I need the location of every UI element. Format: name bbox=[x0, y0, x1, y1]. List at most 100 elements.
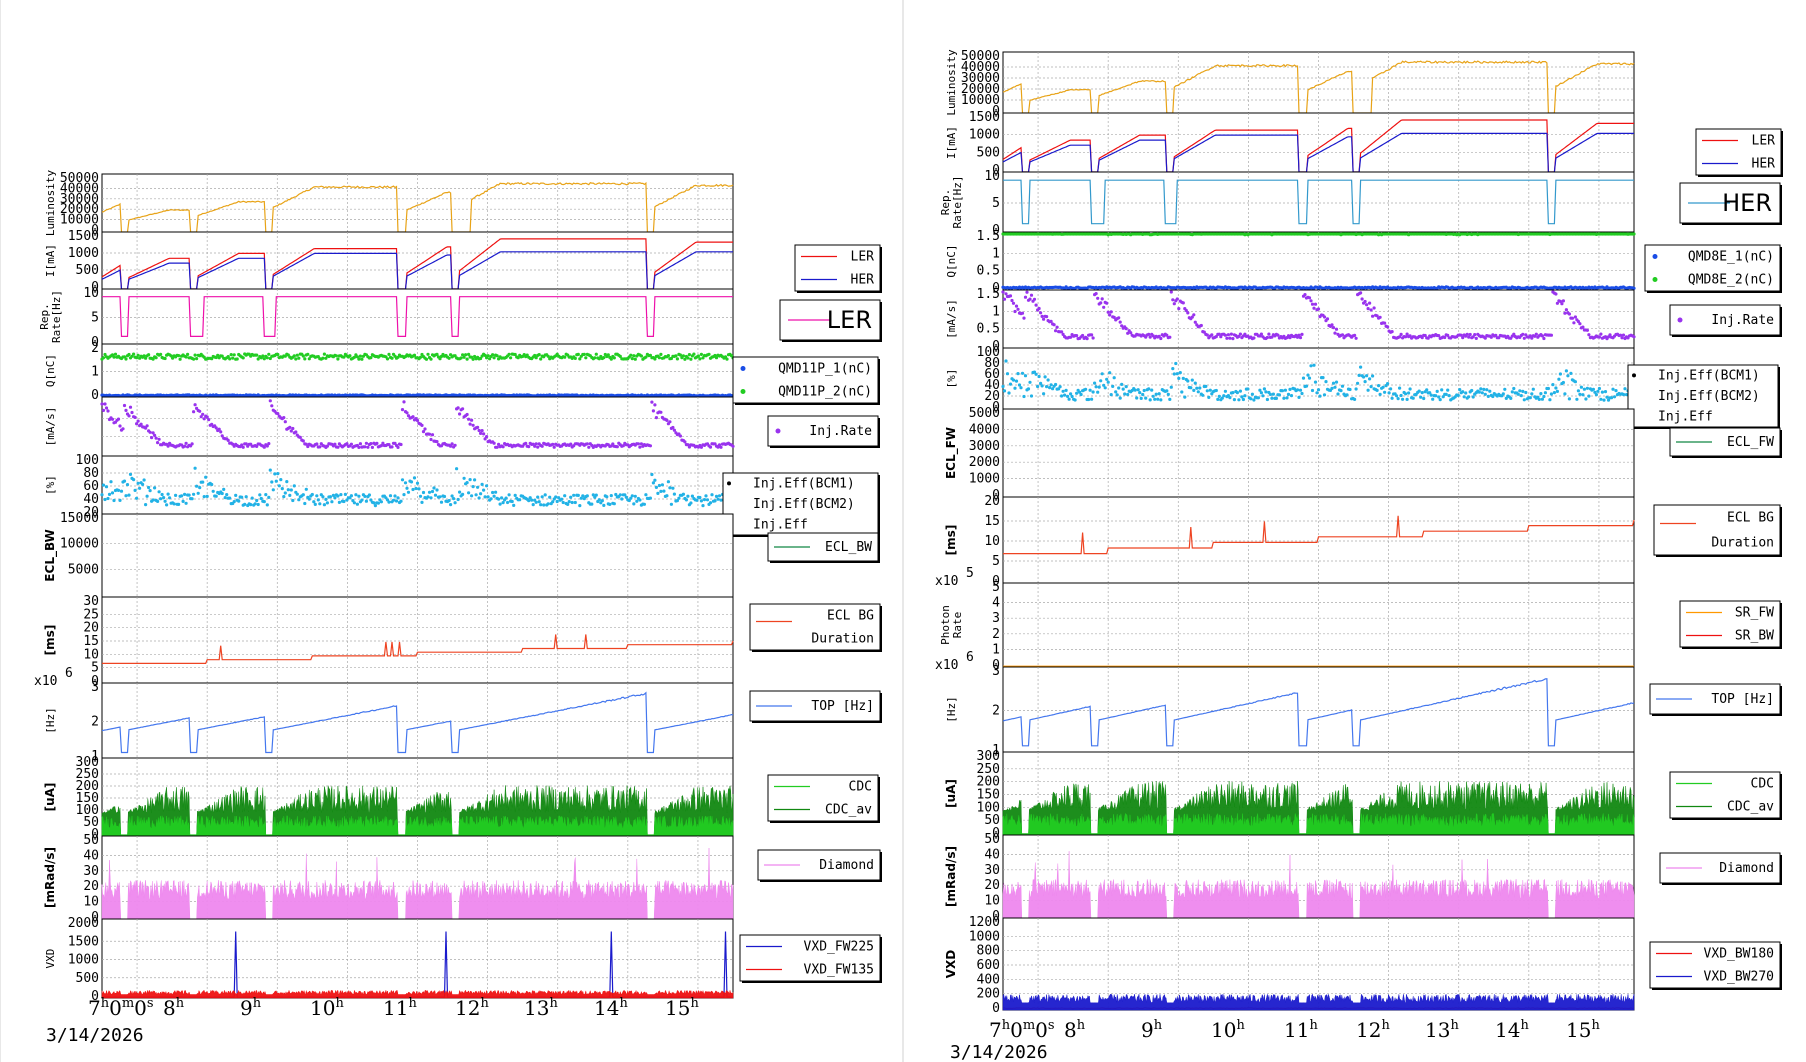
data-point bbox=[1390, 396, 1394, 400]
legend-ecl: ECL_BW bbox=[767, 532, 880, 563]
data-point bbox=[1099, 379, 1103, 383]
data-point bbox=[1522, 398, 1526, 402]
data-point bbox=[563, 355, 567, 359]
data-point bbox=[612, 502, 616, 506]
data-point bbox=[349, 494, 353, 498]
data-point bbox=[668, 420, 672, 424]
data-point bbox=[1489, 335, 1493, 339]
data-point bbox=[1333, 385, 1337, 389]
data-point bbox=[190, 497, 194, 501]
data-point bbox=[1399, 393, 1403, 398]
data-point bbox=[452, 497, 456, 501]
data-point bbox=[507, 493, 511, 497]
data-point bbox=[1480, 391, 1484, 395]
y-tick-label: 0 bbox=[91, 223, 99, 238]
data-point bbox=[615, 445, 619, 449]
data-point bbox=[1313, 380, 1318, 384]
data-point bbox=[585, 494, 589, 498]
data-point bbox=[447, 356, 451, 360]
data-point bbox=[307, 357, 311, 361]
data-point bbox=[104, 406, 109, 410]
series-area-diamond bbox=[1002, 851, 1635, 919]
data-point bbox=[548, 495, 552, 499]
data-point bbox=[666, 354, 671, 358]
data-point bbox=[1473, 333, 1477, 337]
data-point bbox=[103, 402, 107, 406]
data-point bbox=[1016, 307, 1020, 311]
data-point bbox=[177, 354, 181, 358]
legend-label: CDC bbox=[1751, 777, 1774, 792]
data-point bbox=[639, 442, 644, 446]
data-point bbox=[1563, 311, 1567, 315]
data-point bbox=[650, 400, 654, 404]
data-point bbox=[1363, 380, 1367, 384]
legend-label: QMD11P_2(nC) bbox=[778, 385, 872, 400]
data-point bbox=[635, 499, 639, 503]
data-point bbox=[196, 491, 200, 495]
data-point bbox=[1516, 392, 1520, 396]
data-point bbox=[396, 445, 400, 449]
data-point bbox=[1477, 390, 1481, 394]
data-point bbox=[267, 352, 271, 356]
data-point bbox=[1190, 378, 1194, 382]
data-point bbox=[1398, 386, 1402, 390]
y-tick-label: 5000 bbox=[68, 562, 99, 577]
data-point bbox=[1156, 397, 1160, 401]
y-tick-label: 300 bbox=[977, 749, 1000, 764]
data-point bbox=[322, 503, 326, 507]
data-point bbox=[1333, 331, 1337, 335]
data-point bbox=[482, 488, 486, 492]
data-point bbox=[1554, 386, 1558, 390]
data-point bbox=[585, 442, 589, 446]
data-point bbox=[1198, 386, 1202, 390]
data-point bbox=[608, 502, 612, 506]
data-point bbox=[1606, 398, 1611, 402]
data-point bbox=[644, 355, 648, 359]
y-tick-label: 25 bbox=[83, 607, 99, 622]
y-tick-label: 1200 bbox=[969, 915, 1000, 930]
data-point bbox=[133, 415, 137, 419]
data-point bbox=[1447, 394, 1451, 398]
y-tick-label: 1000 bbox=[969, 128, 1000, 143]
data-point bbox=[168, 496, 172, 500]
data-point bbox=[1112, 315, 1116, 319]
data-point bbox=[220, 434, 224, 438]
data-point bbox=[318, 502, 322, 506]
data-point bbox=[343, 492, 347, 496]
data-point bbox=[1223, 389, 1227, 393]
data-point bbox=[141, 482, 145, 486]
data-point bbox=[172, 502, 176, 506]
data-point bbox=[291, 498, 295, 503]
data-point bbox=[1569, 371, 1573, 375]
data-point bbox=[1011, 378, 1016, 382]
y-tick-label: 80 bbox=[83, 466, 99, 481]
y-axis-label: [%] bbox=[945, 369, 958, 389]
y-tick-label: 2 bbox=[91, 715, 99, 730]
data-point bbox=[363, 445, 367, 449]
data-point bbox=[696, 354, 701, 358]
data-point bbox=[193, 353, 197, 357]
data-point bbox=[1243, 394, 1247, 398]
data-point bbox=[1443, 335, 1447, 340]
legend-box bbox=[1653, 504, 1781, 556]
data-point bbox=[483, 353, 487, 357]
data-point bbox=[1252, 398, 1256, 402]
data-point bbox=[530, 498, 534, 502]
y-tick-label: 3 bbox=[992, 664, 1000, 679]
panel-rep: 10 5 0 Rep. Rate[Hz] bbox=[38, 286, 734, 350]
series-points-inj-eff bbox=[1001, 359, 1636, 402]
data-point bbox=[1151, 394, 1155, 398]
data-point bbox=[578, 357, 582, 361]
data-point bbox=[192, 410, 196, 414]
data-point bbox=[1271, 392, 1275, 396]
data-point bbox=[1322, 315, 1327, 319]
data-point bbox=[1310, 388, 1315, 393]
y-tick-label: 40 bbox=[984, 378, 1000, 393]
data-point bbox=[267, 495, 271, 499]
data-point bbox=[555, 499, 559, 504]
data-point bbox=[1612, 395, 1617, 399]
legend-label: Inj.Rate bbox=[1711, 313, 1774, 328]
data-point bbox=[659, 489, 663, 493]
